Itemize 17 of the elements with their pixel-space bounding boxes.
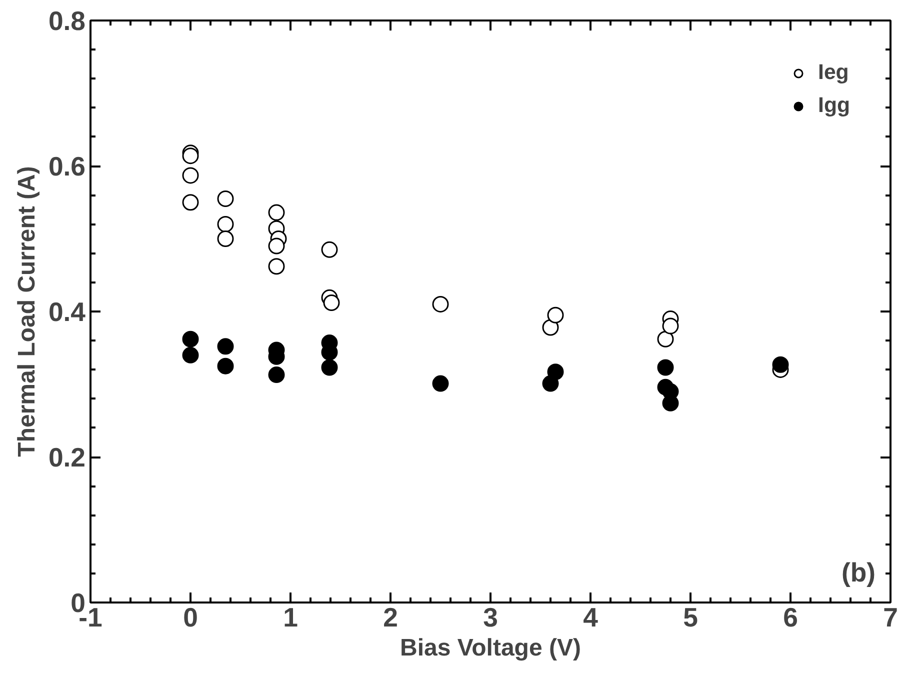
x-tick-label: 6 — [783, 602, 798, 632]
y-tick-label: 0.8 — [48, 6, 86, 36]
x-tick-label: 0 — [183, 602, 198, 632]
annotation: (b) — [841, 558, 876, 588]
x-tick-label: 5 — [683, 602, 698, 632]
x-axis-title: Bias Voltage (V) — [400, 634, 581, 662]
legend-label: Igg — [818, 93, 850, 118]
x-tick-label: 3 — [483, 602, 498, 632]
y-tick-label: 0.4 — [48, 297, 86, 327]
x-tick-label: 7 — [883, 602, 898, 632]
x-tick-label: 4 — [583, 602, 598, 632]
y-tick-label: 0.6 — [48, 152, 86, 182]
y-tick-label: 0.2 — [48, 442, 86, 472]
legend-label: Ieg — [818, 60, 849, 85]
x-tick-label: 2 — [383, 602, 398, 632]
x-tick-label: 1 — [283, 602, 298, 632]
y-axis-title: Thermal Load Current (A) — [13, 166, 40, 457]
